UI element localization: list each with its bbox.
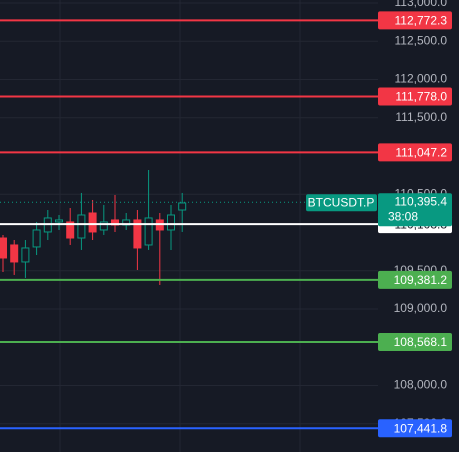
candle-body [99,221,108,231]
level-label-box [378,333,452,352]
current-price-box [378,193,452,227]
level-label: 111,047.2 [395,146,447,160]
candle-body [88,212,97,233]
candle-body [0,237,7,259]
candle-body [178,202,187,211]
candle-body [10,244,19,263]
candle-body [32,229,41,248]
countdown-label: 38:08 [388,209,418,223]
candle-body [144,217,153,246]
candle-body [77,214,86,239]
candle-body [21,247,30,263]
level-label: 111,778.0 [395,90,447,104]
level-label: 107,441.8 [394,421,448,435]
level-label-box [378,87,452,106]
level-label: 109,381.2 [394,273,448,287]
level-label-box [378,419,452,438]
level-label: 108,568.1 [394,335,448,349]
candle-body [55,219,63,223]
symbol-box [306,194,377,212]
current-price-label: 110,395.4 [395,194,448,208]
y-tick-label: 108,000.0 [394,378,448,392]
candle-body [66,221,75,239]
y-tick-label: 113,000.0 [395,0,448,9]
y-tick-label: 112,500.0 [395,33,448,47]
candle-body [133,219,142,249]
level-label: 112,772.3 [395,14,448,28]
y-tick-label: 109,000.0 [394,301,448,315]
level-label-box [378,270,452,289]
symbol-label: BTCUSDT.P [308,195,375,209]
level-label-box [378,143,452,162]
candle-body [167,214,175,231]
y-tick-label: 112,000.0 [395,72,448,86]
y-tick-label: 111,500.0 [395,110,447,124]
x-grid [59,0,301,452]
level-label-box [378,11,452,30]
